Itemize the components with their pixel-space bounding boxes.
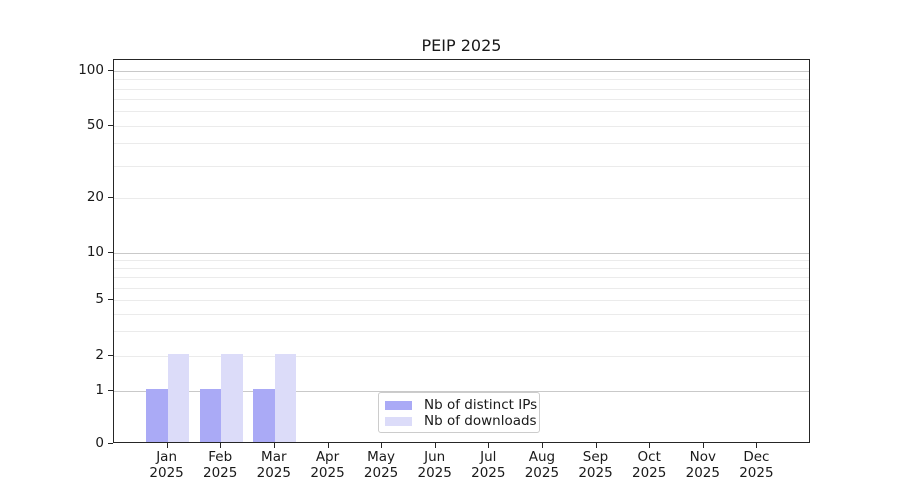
y-tick: [108, 252, 113, 253]
x-tick-label: Jul 2025: [471, 449, 506, 481]
minor-gridline: [114, 313, 809, 315]
y-tick-label: 1: [95, 381, 104, 398]
legend-swatch: [385, 400, 412, 410]
chart-title: PEIP 2025: [421, 36, 502, 55]
major-gridline: [114, 71, 809, 72]
x-tick: [595, 443, 597, 448]
minor-gridline: [114, 88, 809, 90]
minor-gridline: [114, 111, 809, 113]
x-tick: [541, 443, 543, 448]
x-tick: [488, 443, 490, 448]
x-tick: [220, 443, 222, 448]
legend: Nb of distinct IPs Nb of downloads: [378, 392, 540, 433]
minor-gridline: [114, 143, 809, 145]
x-tick: [381, 443, 383, 448]
y-tick-label: 100: [78, 62, 104, 78]
legend-label: Nb of distinct IPs: [424, 397, 538, 413]
minor-gridline: [114, 99, 809, 101]
legend-item: Nb of distinct IPs: [385, 397, 537, 413]
minor-gridline: [114, 277, 809, 279]
y-tick: [108, 124, 113, 126]
x-tick-label: Apr 2025: [310, 449, 345, 481]
x-tick: [327, 443, 329, 448]
x-tick-label: Mar 2025: [256, 449, 291, 481]
x-tick-label: Feb 2025: [203, 449, 238, 481]
legend-item: Nb of downloads: [385, 413, 537, 429]
y-tick-label: 0: [95, 435, 104, 451]
y-tick-label: 5: [95, 291, 104, 307]
x-tick-label: Dec 2025: [739, 449, 774, 481]
bar: [167, 354, 190, 442]
minor-gridline: [114, 260, 809, 262]
plot-area: [113, 59, 810, 443]
y-tick: [108, 355, 113, 356]
y-tick: [108, 299, 113, 300]
bar: [274, 354, 297, 442]
x-tick-label: May 2025: [363, 449, 399, 481]
minor-gridline: [114, 268, 809, 270]
y-tick: [108, 443, 113, 444]
minor-gridline: [114, 125, 809, 127]
x-tick-label: Aug 2025: [524, 449, 560, 481]
y-tick-label: 20: [86, 189, 104, 206]
minor-gridline: [114, 331, 809, 333]
minor-gridline: [114, 79, 809, 81]
y-tick-label: 10: [86, 244, 104, 260]
y-tick: [108, 70, 113, 71]
x-tick: [273, 443, 275, 448]
x-tick-label: Nov 2025: [685, 449, 720, 481]
minor-gridline: [114, 300, 809, 301]
x-tick: [434, 443, 436, 448]
minor-gridline: [114, 356, 809, 357]
major-gridline: [114, 390, 809, 392]
x-tick: [166, 443, 168, 448]
bar: [253, 388, 275, 442]
minor-gridline: [114, 166, 809, 168]
y-tick-label: 2: [95, 347, 104, 363]
y-tick: [108, 197, 113, 199]
x-tick: [702, 443, 704, 448]
legend-swatch: [385, 416, 412, 426]
minor-gridline: [114, 287, 809, 289]
minor-gridline: [114, 198, 809, 200]
bar: [221, 354, 243, 442]
legend-label: Nb of downloads: [424, 413, 537, 429]
bar: [146, 388, 168, 442]
x-tick-label: Jun 2025: [417, 449, 452, 481]
y-tick: [108, 389, 113, 391]
x-tick-label: Jan 2025: [149, 449, 184, 481]
x-tick-label: Sep 2025: [578, 449, 613, 481]
x-tick: [649, 443, 651, 448]
x-tick-label: Oct 2025: [632, 449, 667, 481]
major-gridline: [114, 253, 809, 254]
bar: [199, 388, 222, 442]
y-tick-label: 50: [86, 116, 104, 133]
x-tick: [756, 443, 758, 448]
